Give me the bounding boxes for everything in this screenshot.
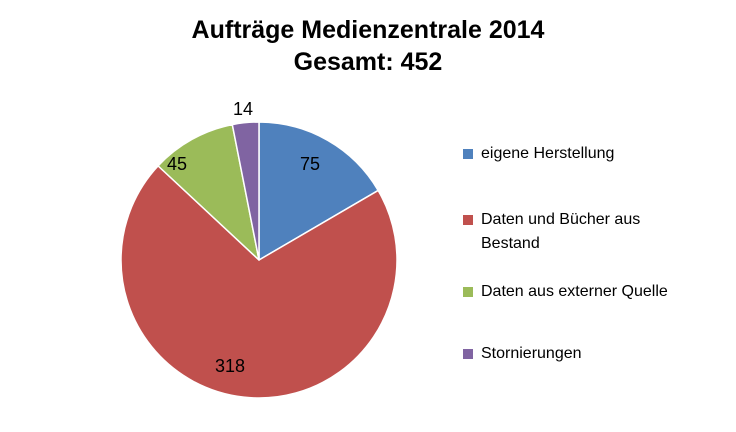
- legend-label: Daten aus externer Quelle: [481, 283, 668, 300]
- slice-eigene-herstellung: [258, 121, 379, 261]
- slice-stornierungen: [231, 121, 260, 261]
- legend-item: Daten und Bücher aus Bestand: [463, 208, 681, 256]
- legend-label: eigene Herstellung: [481, 145, 615, 162]
- chart-title: Aufträge Medienzentrale 2014: [191, 16, 545, 44]
- slice-daten-und-buecher-aus-bestand: [120, 165, 398, 399]
- legend-item: Daten aus externer Quelle: [463, 280, 711, 304]
- data-label-eigene-herstellung: 75: [300, 154, 320, 174]
- legend-swatch: [463, 287, 473, 297]
- chart-subtitle: Gesamt: 452: [293, 48, 443, 76]
- data-label-daten-aus-externer-quelle: 45: [167, 154, 187, 174]
- legend-label: Daten und Bücher aus Bestand: [481, 211, 641, 252]
- legend-swatch: [463, 349, 473, 359]
- legend-label: Stornierungen: [481, 345, 582, 362]
- legend-swatch: [463, 149, 473, 159]
- legend-swatch: [463, 215, 473, 225]
- slice-daten-aus-externer-quelle: [157, 123, 260, 261]
- data-label-daten-und-buecher-aus-bestand: 318: [215, 356, 245, 376]
- chart-title-block: Aufträge Medienzentrale 2014 Gesamt: 452: [0, 14, 736, 78]
- legend-item: Stornierungen: [463, 342, 711, 366]
- legend-item: eigene Herstellung: [463, 142, 711, 166]
- data-label-stornierungen: 14: [233, 99, 253, 119]
